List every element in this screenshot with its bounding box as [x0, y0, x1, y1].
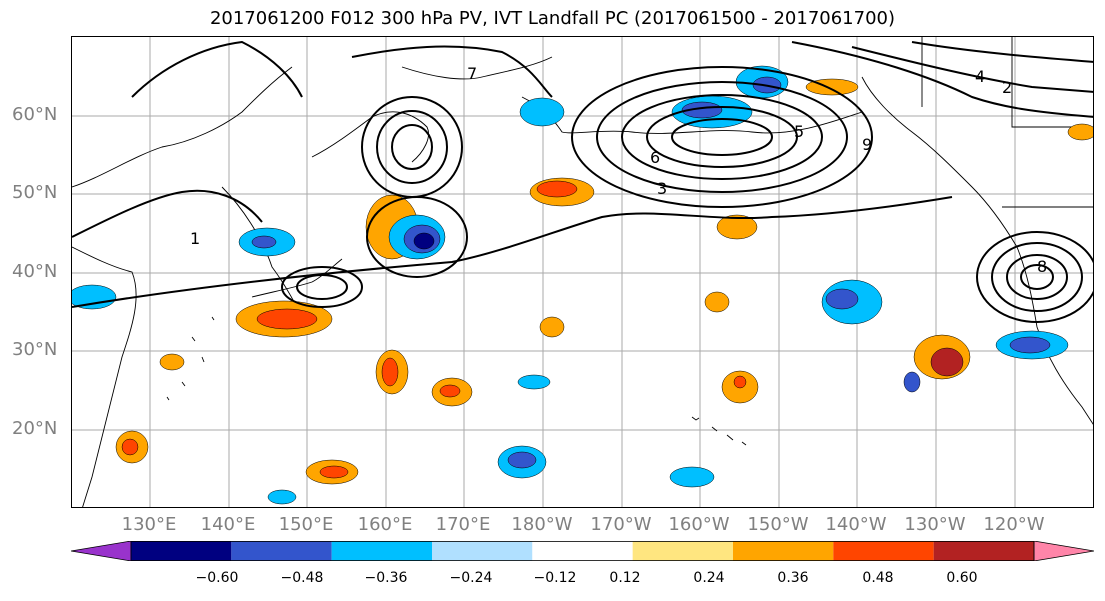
lon-label-160w: 160°W: [668, 514, 730, 535]
lat-label-20n: 20°N: [12, 418, 58, 439]
lat-label-60n: 60°N: [12, 104, 58, 125]
pv-contours: [72, 40, 1093, 323]
colorbar-tick-label: 0.48: [862, 570, 894, 586]
lon-label-170w: 170°W: [590, 514, 652, 535]
colorbar-svg: [70, 540, 1095, 562]
colorbar-outline: [130, 541, 1035, 561]
lon-label-170e: 170°E: [435, 514, 491, 535]
colorbar-segment: [131, 541, 232, 561]
colorbar-tick-label: −0.36: [364, 570, 408, 586]
lon-label-140w: 140°W: [825, 514, 887, 535]
colorbar-extend-min: [70, 540, 132, 562]
colorbar-segment: [231, 541, 332, 561]
colorbar-tick-label: −0.12: [533, 570, 577, 586]
graticule: [72, 37, 1093, 507]
colorbar-segment: [331, 541, 432, 561]
map-title: 2017061200 F012 300 hPa PV, IVT Landfall…: [209, 8, 896, 29]
contour-label: 2: [1002, 78, 1012, 97]
contour-label: 7: [467, 64, 477, 83]
pv-shading: [72, 65, 1093, 505]
lon-label-180w: 180°W: [511, 514, 573, 535]
colorbar-extend-max: [1033, 540, 1095, 562]
contour-label: 1: [190, 229, 200, 248]
colorbar: [70, 540, 1095, 562]
colorbar-tick-label: −0.24: [449, 570, 493, 586]
lon-label-140e: 140°E: [200, 514, 256, 535]
contour-labels: 1 2 3 4 5 6 7 8 9: [190, 64, 1047, 276]
lat-label-50n: 50°N: [12, 182, 58, 203]
contour-label: 6: [650, 148, 660, 167]
colorbar-segment: [632, 541, 733, 561]
colorbar-segment: [432, 541, 533, 561]
colorbar-tick-label: −0.60: [195, 570, 239, 586]
colorbar-segment: [933, 541, 1034, 561]
colorbar-tick-label: 0.60: [946, 570, 978, 586]
colorbar-tick-label: 0.12: [609, 570, 641, 586]
lon-label-160e: 160°E: [357, 514, 413, 535]
contour-label: 8: [1037, 257, 1047, 276]
lon-label-120w: 120°W: [983, 514, 1045, 535]
lon-label-150e: 150°E: [278, 514, 334, 535]
colorbar-tick-label: −0.48: [280, 570, 324, 586]
lon-label-130e: 130°E: [121, 514, 177, 535]
colorbar-segment: [733, 541, 834, 561]
contour-label: 3: [657, 179, 667, 198]
lon-label-150w: 150°W: [747, 514, 809, 535]
map-panel: 1 2 3 4 5 6 7 8 9: [71, 36, 1094, 508]
colorbar-tick-label: 0.24: [693, 570, 725, 586]
contour-label: 5: [794, 122, 804, 141]
contour-label: 9: [862, 135, 872, 154]
map-canvas: 1 2 3 4 5 6 7 8 9: [72, 37, 1093, 507]
lat-label-30n: 30°N: [12, 339, 58, 360]
colorbar-segment: [833, 541, 934, 561]
colorbar-segment: [532, 541, 633, 561]
colorbar-tick-label: 0.36: [777, 570, 809, 586]
lat-label-40n: 40°N: [12, 261, 58, 282]
contour-label: 4: [975, 67, 985, 86]
lon-label-130w: 130°W: [904, 514, 966, 535]
